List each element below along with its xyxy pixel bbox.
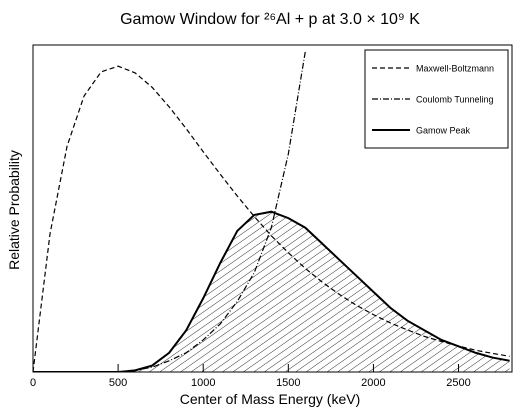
chart-title: Gamow Window for ²⁶Al + p at 3.0 × 10⁹ K	[120, 11, 420, 28]
axes-frame	[32, 44, 513, 373]
x-axis-label: Center of Mass Energy (keV)	[180, 391, 361, 407]
x-tick-label: 2000	[361, 377, 385, 389]
legend-label: Maxwell-Boltzmann	[416, 64, 494, 74]
legend-label: Coulomb Tunneling	[416, 95, 494, 105]
x-tick-label: 500	[109, 377, 127, 389]
x-tick-label: 0	[30, 377, 36, 389]
plot-area	[33, 51, 510, 372]
x-tick-label: 1500	[276, 377, 300, 389]
x-tick-label: 1000	[191, 377, 215, 389]
x-tick-label: 2500	[446, 377, 470, 389]
series-line	[33, 210, 510, 372]
legend: Maxwell-Boltzmann Coulomb Tunneling Gamow …	[364, 49, 509, 149]
series-line	[33, 65, 510, 372]
legend-label: Gamow Peak	[416, 126, 471, 136]
gamow-hatch-area	[33, 211, 510, 372]
y-axis-label: Relative Probability	[6, 150, 22, 270]
